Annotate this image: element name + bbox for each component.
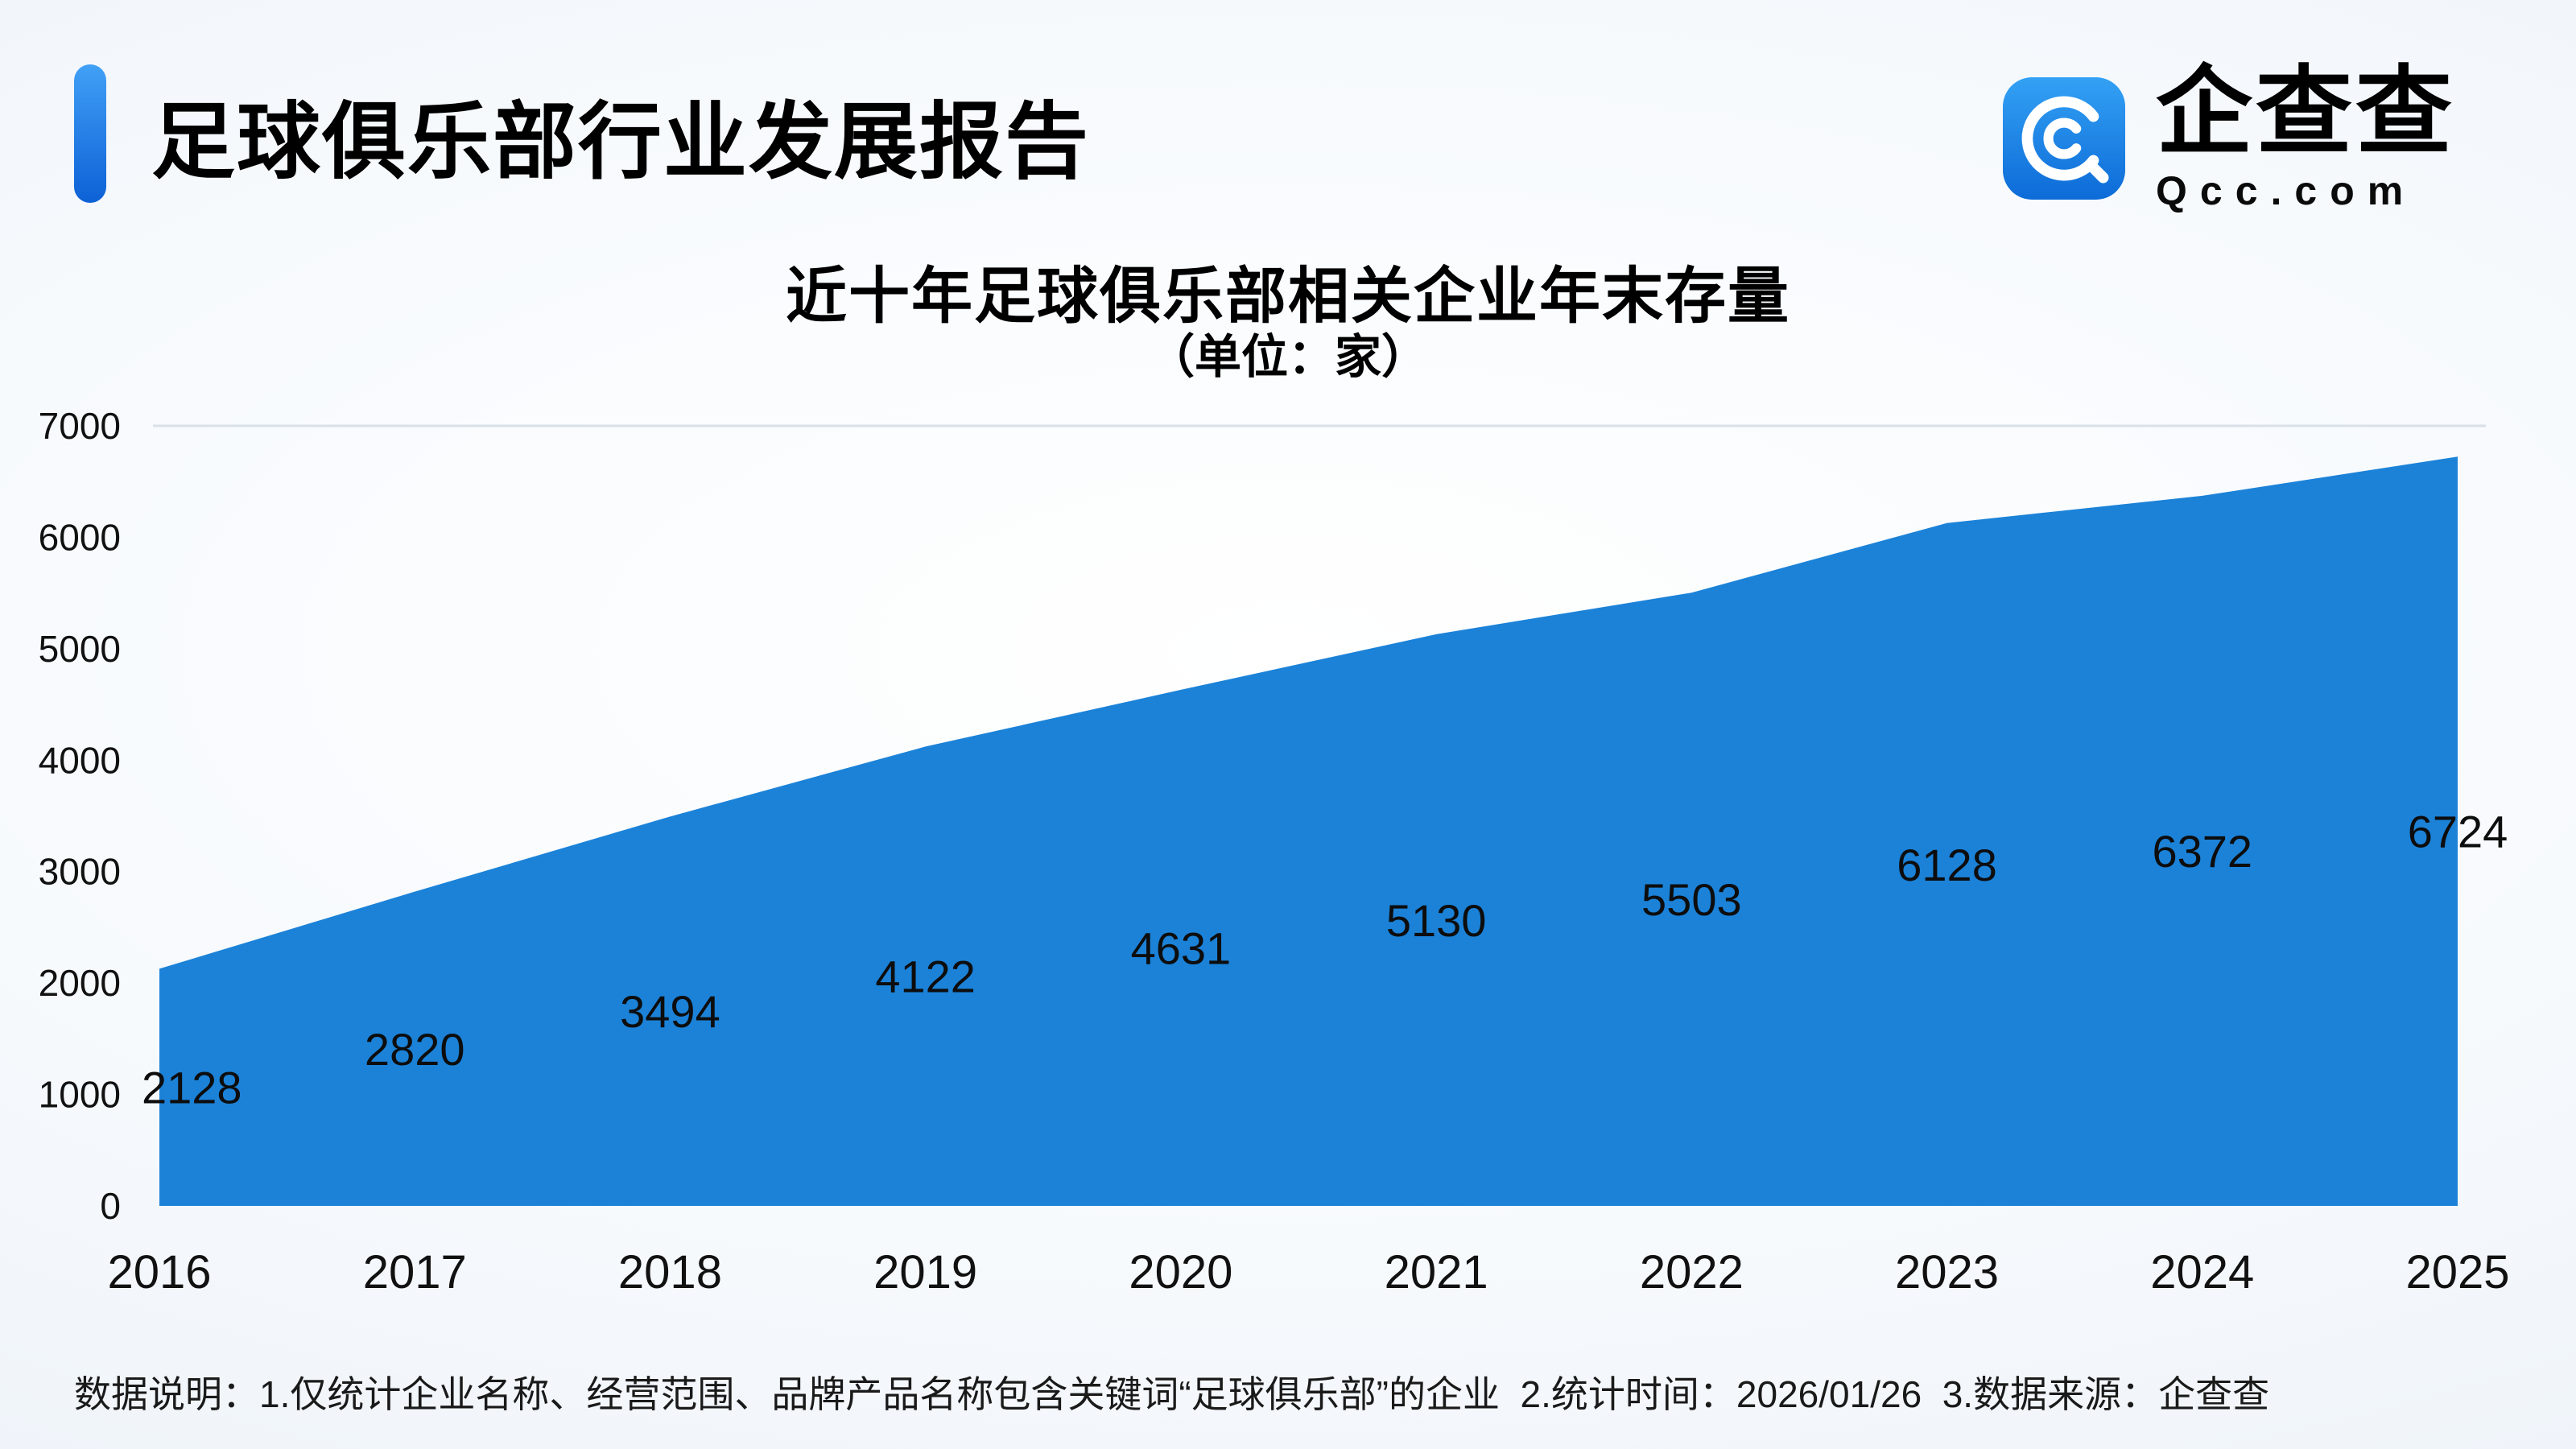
value-label: 3494 xyxy=(620,986,720,1037)
footnote: 数据说明：1.仅统计企业名称、经营范围、品牌产品名称包含关键词“足球俱乐部”的企… xyxy=(74,1373,2270,1415)
x-tick-label: 2016 xyxy=(107,1246,211,1298)
x-tick-label: 2023 xyxy=(1895,1246,1999,1298)
value-label: 6372 xyxy=(2152,826,2252,877)
brand-name: 企查查 xyxy=(2156,58,2455,166)
chart-title: 近十年足球俱乐部相关企业年末存量 xyxy=(786,262,1790,331)
title-accent-bar xyxy=(74,64,106,203)
value-label: 5130 xyxy=(1386,895,1487,946)
y-tick-label: 1000 xyxy=(39,1074,121,1116)
x-tick-label: 2018 xyxy=(618,1246,722,1298)
value-label: 4631 xyxy=(1131,923,1232,973)
qcc-logo: 企查查 Qcc.com xyxy=(2003,63,2455,214)
value-label: 6724 xyxy=(2408,807,2508,857)
report-header: 足球俱乐部行业发展报告 xyxy=(74,64,1090,203)
value-label: 2820 xyxy=(365,1024,465,1075)
area-series xyxy=(159,456,2458,1206)
y-tick-label: 4000 xyxy=(39,739,121,781)
value-label: 5503 xyxy=(1641,874,1742,925)
x-tick-label: 2022 xyxy=(1640,1246,1744,1298)
y-tick-label: 3000 xyxy=(39,851,121,893)
page-title: 足球俱乐部行业发展报告 xyxy=(151,95,1091,189)
x-tick-label: 2019 xyxy=(873,1246,977,1298)
x-tick-label: 2025 xyxy=(2405,1246,2509,1298)
x-tick-label: 2024 xyxy=(2150,1246,2254,1298)
qcc-logo-text: 企查查 Qcc.com xyxy=(2156,63,2455,214)
x-tick-label: 2020 xyxy=(1129,1246,1232,1298)
value-label: 2128 xyxy=(142,1063,242,1113)
chart-subtitle: （单位：家） xyxy=(1147,331,1428,383)
value-label: 6128 xyxy=(1897,840,1997,890)
value-label: 4122 xyxy=(875,952,976,1002)
y-tick-label: 0 xyxy=(100,1185,121,1227)
x-tick-label: 2021 xyxy=(1385,1246,1488,1298)
y-tick-label: 2000 xyxy=(39,962,121,1004)
qcc-logo-icon xyxy=(2003,77,2125,200)
y-tick-label: 5000 xyxy=(39,628,121,670)
x-tick-label: 2017 xyxy=(363,1246,467,1298)
brand-domain: Qcc.com xyxy=(2156,168,2417,214)
y-tick-label: 6000 xyxy=(39,516,121,558)
y-tick-label: 7000 xyxy=(39,405,121,447)
